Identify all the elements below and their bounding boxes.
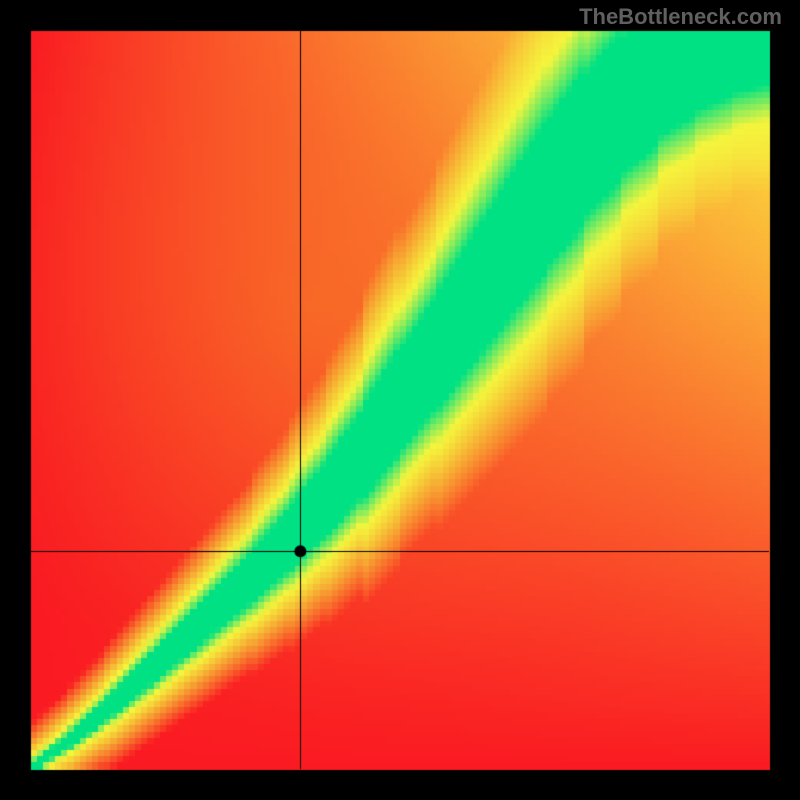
watermark-text: TheBottleneck.com bbox=[579, 4, 782, 30]
bottleneck-heatmap-canvas bbox=[0, 0, 800, 800]
